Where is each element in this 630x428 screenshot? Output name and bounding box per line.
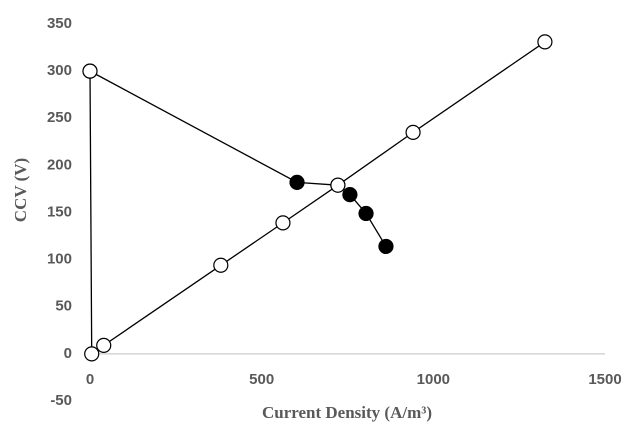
series-line [89, 41, 546, 356]
x-tick-label: 1000 [417, 371, 450, 388]
y-tick-label: 0 [64, 345, 72, 362]
y-tick-label: 100 [47, 251, 72, 268]
point [330, 177, 346, 193]
point [84, 346, 100, 362]
x-axis-title: Current Density (A/m³) [262, 403, 432, 422]
point [82, 63, 98, 79]
point [342, 186, 358, 203]
x-tick-label: 1500 [588, 371, 621, 388]
y-axis-title: CCV (V) [11, 158, 30, 222]
y-tick-label: 150 [47, 203, 72, 220]
y-tick-label: 250 [47, 109, 72, 126]
point [213, 257, 229, 273]
y-tick-label: 300 [47, 62, 72, 79]
point [96, 337, 112, 353]
y-tick-label: 200 [47, 156, 72, 173]
series-line [89, 70, 387, 247]
point [537, 34, 553, 50]
x-tick-label: 0 [86, 371, 94, 388]
point [289, 174, 305, 190]
point [405, 124, 421, 140]
y-tick-label: -50 [50, 392, 72, 409]
x-tick-label: 500 [249, 371, 274, 388]
y-tick-label: 50 [55, 298, 72, 315]
y-tick-label: 350 [47, 15, 72, 32]
point [358, 205, 374, 222]
point [378, 238, 394, 255]
point [275, 215, 291, 231]
